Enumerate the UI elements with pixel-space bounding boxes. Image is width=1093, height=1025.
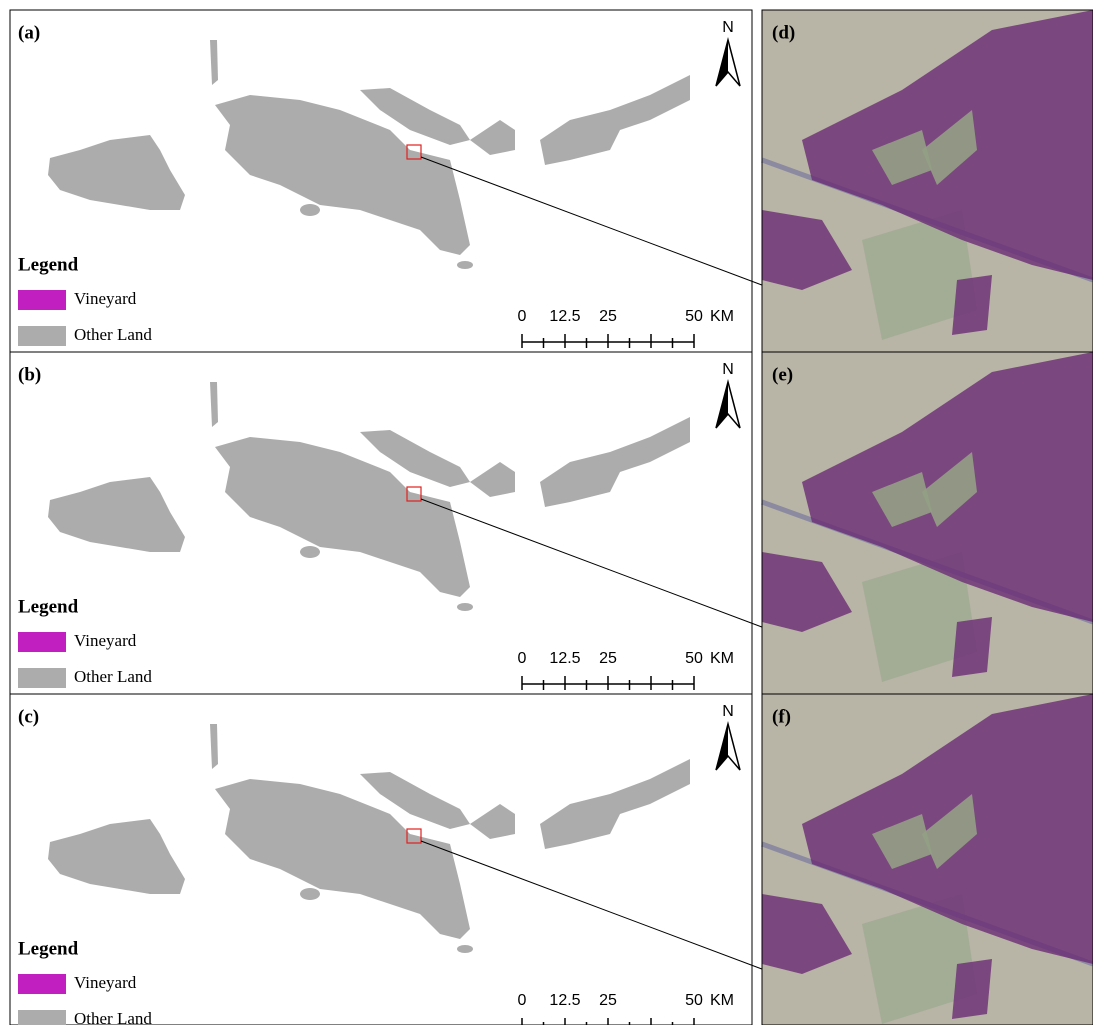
legend-title: Legend	[18, 938, 79, 959]
scale-label: 50	[685, 308, 703, 325]
scale-label: 12.5	[549, 308, 580, 325]
scale-label: 50	[685, 992, 703, 1009]
scale-unit: KM	[710, 650, 734, 667]
scale-label: 25	[599, 650, 617, 667]
scale-label: 25	[599, 992, 617, 1009]
legend-label: Other Land	[74, 1009, 152, 1025]
figure: (a)NLegendVineyardOther Land012.52550KM(…	[0, 0, 1093, 1025]
scale-label: 0	[518, 992, 527, 1009]
north-label: N	[722, 703, 734, 720]
north-label: N	[722, 361, 734, 378]
vineyard-overlay	[952, 617, 992, 677]
zoom-inset: (d)	[762, 10, 1093, 352]
legend-swatch	[18, 290, 66, 310]
zoom-inset: (e)	[762, 352, 1093, 694]
legend-label: Other Land	[74, 325, 152, 344]
scale-label: 12.5	[549, 650, 580, 667]
legend-title: Legend	[18, 596, 79, 617]
map-panel: (b) N Legend Vineyard Other Land 0 12.5 25 50 KM	[10, 352, 815, 694]
legend-swatch	[18, 668, 66, 688]
inset-label: (e)	[772, 364, 793, 385]
scale-unit: KM	[710, 308, 734, 325]
legend-title: Legend	[18, 254, 79, 275]
map-panel: (a) N Legend Vineyard Other Land 0 12.5 25 50 KM	[10, 10, 815, 352]
scale-label: 0	[518, 650, 527, 667]
scale-label: 25	[599, 308, 617, 325]
legend-swatch	[18, 1010, 66, 1025]
panel-label: (a)	[18, 22, 40, 43]
vineyard-overlay	[952, 275, 992, 335]
legend-label: Vineyard	[74, 289, 137, 308]
north-label: N	[722, 19, 734, 36]
inset-label: (f)	[772, 706, 791, 727]
scale-unit: KM	[710, 992, 734, 1009]
scale-label: 12.5	[549, 992, 580, 1009]
scale-label: 50	[685, 650, 703, 667]
panel-label: (b)	[18, 364, 41, 385]
scale-label: 0	[518, 308, 527, 325]
inset-label: (d)	[772, 22, 795, 43]
map-panel: (c) N Legend Vineyard Other Land 0 12.5 25 50 KM	[10, 694, 815, 1025]
vineyard-overlay	[952, 959, 992, 1019]
legend-swatch	[18, 632, 66, 652]
legend-label: Vineyard	[74, 631, 137, 650]
legend-swatch	[18, 974, 66, 994]
panel-label: (c)	[18, 706, 39, 727]
legend-label: Vineyard	[74, 973, 137, 992]
legend-label: Other Land	[74, 667, 152, 686]
zoom-inset: (f)	[762, 694, 1093, 1025]
legend-swatch	[18, 326, 66, 346]
